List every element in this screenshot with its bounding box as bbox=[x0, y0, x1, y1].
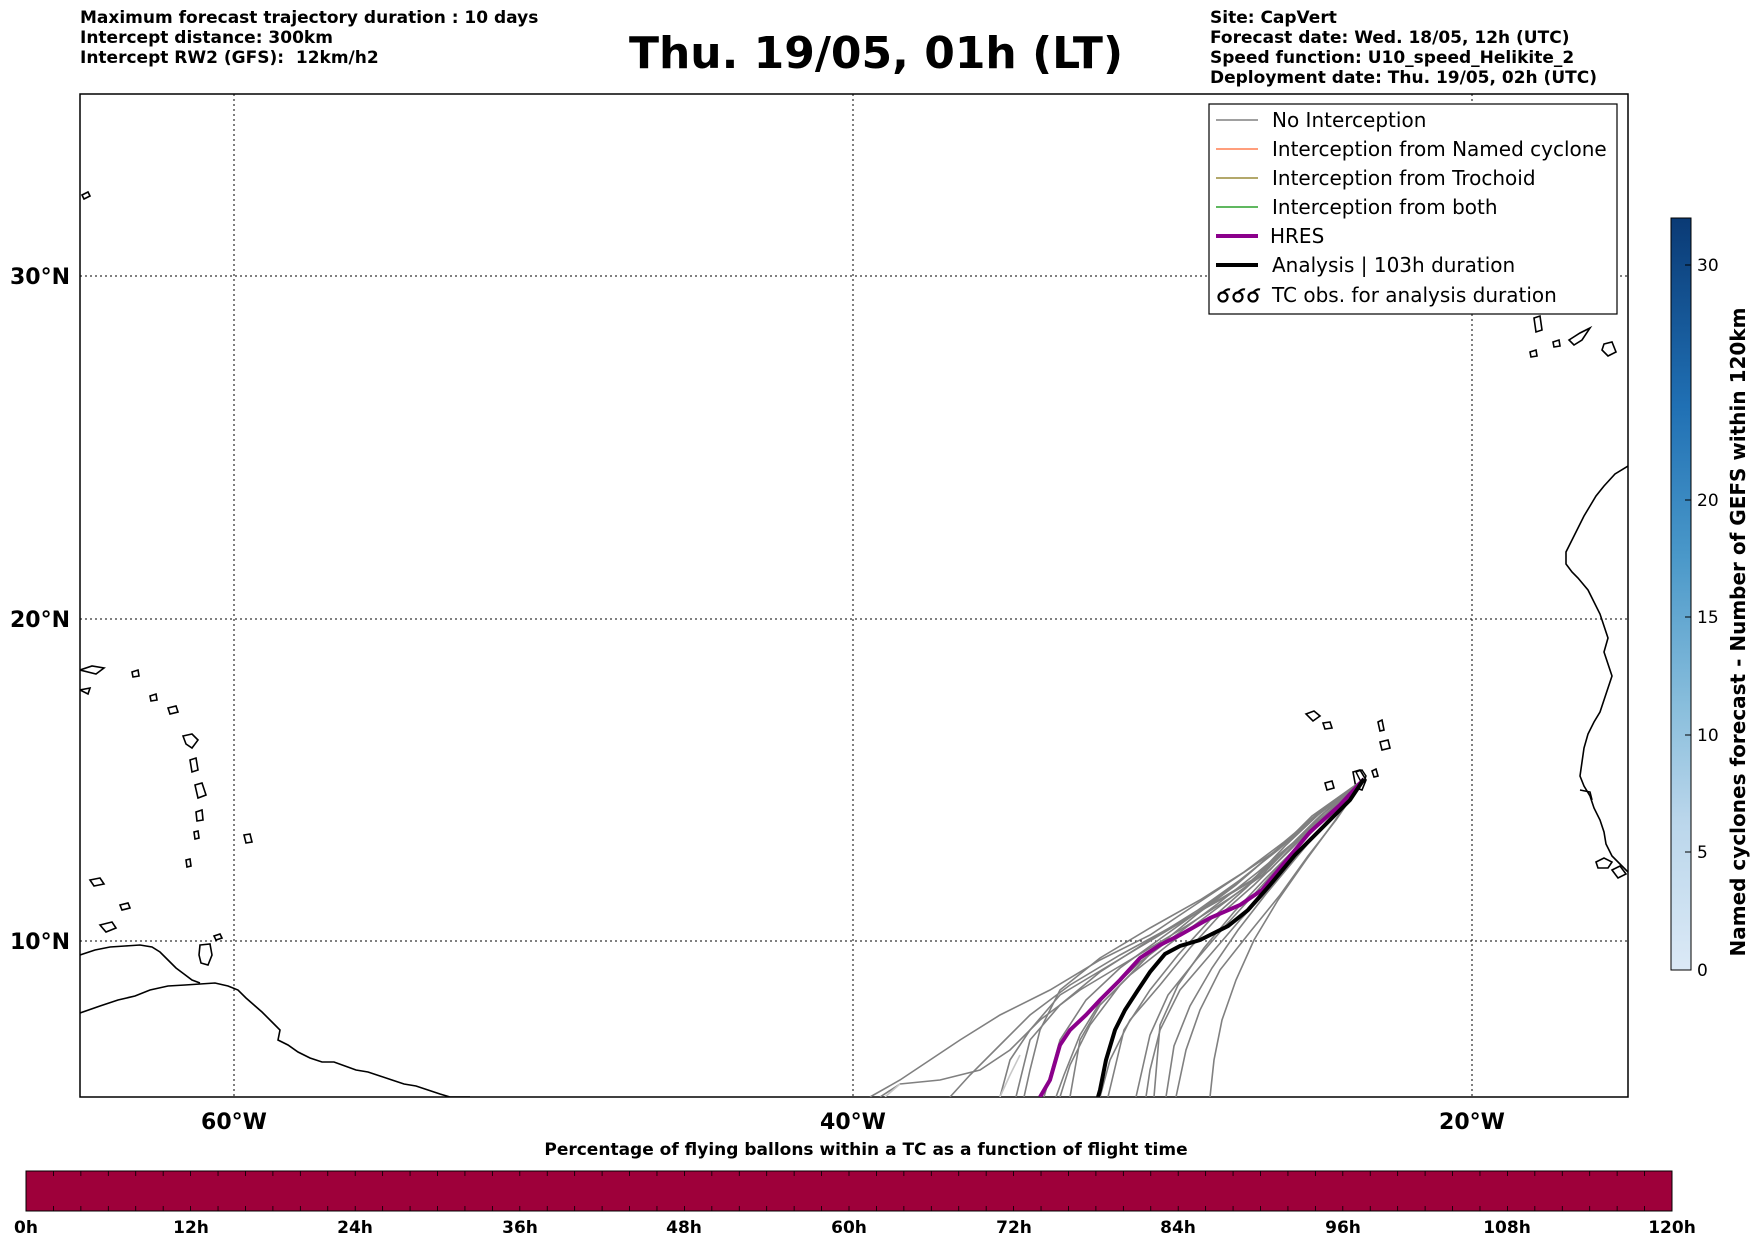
antigua bbox=[166, 705, 180, 715]
martinique bbox=[194, 782, 208, 800]
abc-islands bbox=[88, 877, 106, 887]
flight-time-bar-title: Percentage of flying ballons within a TC… bbox=[544, 1140, 1187, 1160]
hres-trajectory bbox=[1038, 777, 1366, 1097]
flight-time-bar-minor-ticks bbox=[53, 1171, 1645, 1211]
africa-coast bbox=[1565, 465, 1628, 873]
colorbar-tick-15: 15 bbox=[1697, 608, 1719, 628]
bermuda bbox=[80, 190, 92, 201]
legend-label-named-cyclone: Interception from Named cyclone bbox=[1272, 137, 1607, 161]
analysis-trajectory bbox=[1096, 777, 1366, 1097]
flight-time-tick-72h: 72h bbox=[996, 1218, 1032, 1238]
map-title: Thu. 19/05, 01h (LT) bbox=[628, 28, 1124, 79]
header-right-line-2: Forecast date: Wed. 18/05, 12h (UTC) bbox=[1210, 28, 1570, 48]
cape-verde-santo-antao bbox=[1304, 710, 1322, 723]
flight-time-tick-96h: 96h bbox=[1325, 1218, 1361, 1238]
lon-label-60w: 60°W bbox=[201, 1110, 267, 1135]
colorbar-tick-30: 30 bbox=[1697, 256, 1719, 276]
flight-time-tick-48h: 48h bbox=[666, 1218, 702, 1238]
legend-label-hres: HRES bbox=[1270, 224, 1324, 248]
canary-gran-canaria bbox=[1601, 341, 1618, 357]
legend-label-tc-obs: TC obs. for analysis duration bbox=[1271, 283, 1557, 307]
colorbar-tick-20: 20 bbox=[1697, 491, 1719, 511]
flight-time-tick-0h: 0h bbox=[14, 1218, 38, 1238]
flight-time-bar-fill bbox=[25, 1170, 1673, 1212]
canary-la-palma bbox=[1533, 314, 1543, 334]
canary-hierro bbox=[1529, 348, 1538, 358]
cape-verde-boa-vista bbox=[1379, 739, 1391, 751]
guadeloupe bbox=[181, 733, 200, 750]
header-left-line-3: Intercept RW2 (GFS): 12km/h2 bbox=[80, 48, 379, 68]
st-lucia bbox=[195, 808, 204, 822]
legend-label-analysis: Analysis | 103h duration bbox=[1272, 253, 1515, 277]
paria-coast bbox=[80, 944, 201, 984]
ensemble-trajectory-tails bbox=[884, 1054, 1021, 1097]
lon-label-20w: 20°W bbox=[1439, 1110, 1505, 1135]
legend: No Interception Interception from Named … bbox=[1208, 103, 1618, 315]
header-right-line-4: Deployment date: Thu. 19/05, 02h (UTC) bbox=[1210, 68, 1597, 88]
tc-obs-icon bbox=[1217, 288, 1261, 303]
colorbar-tick-10: 10 bbox=[1697, 726, 1719, 746]
st-vincent bbox=[193, 830, 200, 840]
flight-time-tick-84h: 84h bbox=[1160, 1218, 1196, 1238]
header-left-line-2: Intercept distance: 300km bbox=[80, 28, 333, 48]
cape-verde-sal bbox=[1377, 718, 1385, 732]
puerto-rico-tip bbox=[80, 686, 92, 696]
flight-time-tick-24h: 24h bbox=[337, 1218, 373, 1238]
colorbar: 0 5 10 15 20 30 Named cyclones forecast … bbox=[1670, 217, 1750, 981]
coastlines bbox=[80, 190, 1628, 1097]
st-kitts bbox=[149, 692, 158, 702]
flight-time-tick-108h: 108h bbox=[1483, 1218, 1531, 1238]
anguilla bbox=[131, 668, 140, 678]
legend-box bbox=[1208, 103, 1618, 315]
aruba bbox=[118, 902, 132, 911]
colorbar-gradient bbox=[1670, 217, 1692, 971]
header-right-line-1: Site: CapVert bbox=[1210, 8, 1337, 28]
dominica bbox=[189, 756, 199, 774]
flight-time-tick-60h: 60h bbox=[831, 1218, 867, 1238]
lat-label-10n: 10°N bbox=[10, 930, 70, 955]
cape-verde-fogo bbox=[1324, 780, 1335, 791]
cape-verde-sao-vicente bbox=[1321, 721, 1334, 730]
margarita-island bbox=[98, 921, 118, 933]
flight-time-tick-12h: 12h bbox=[173, 1218, 209, 1238]
legend-label-no-interception: No Interception bbox=[1272, 108, 1426, 132]
legend-label-both: Interception from both bbox=[1272, 195, 1498, 219]
trinidad-island bbox=[198, 943, 213, 966]
canary-tenerife bbox=[1567, 325, 1593, 347]
header-right-line-3: Speed function: U10_speed_Helikite_2 bbox=[1210, 48, 1575, 68]
header-left-line-1: Maximum forecast trajectory duration : 1… bbox=[80, 8, 539, 28]
lon-label-40w: 40°W bbox=[820, 1110, 886, 1135]
colorbar-tick-5: 5 bbox=[1697, 843, 1708, 863]
tobago-island bbox=[212, 933, 224, 941]
virgin-islands bbox=[80, 665, 106, 675]
flight-time-tick-120h: 120h bbox=[1648, 1218, 1696, 1238]
lat-label-20n: 20°N bbox=[10, 608, 70, 633]
south-america-coast bbox=[80, 982, 470, 1097]
bissagos bbox=[1595, 857, 1614, 869]
grenada bbox=[185, 858, 192, 868]
flight-time-bar: Percentage of flying ballons within a TC… bbox=[14, 1140, 1696, 1238]
launch-site-marker bbox=[1355, 769, 1367, 783]
canary-gomera bbox=[1552, 338, 1561, 348]
cape-verde-maio bbox=[1371, 767, 1379, 778]
colorbar-ticks bbox=[1685, 264, 1691, 971]
lat-label-30n: 30°N bbox=[10, 265, 70, 290]
flight-time-tick-36h: 36h bbox=[502, 1218, 538, 1238]
legend-label-trochoid: Interception from Trochoid bbox=[1272, 166, 1536, 190]
colorbar-label: Named cyclones forecast - Number of GEFS… bbox=[1726, 308, 1750, 957]
bissagos-2 bbox=[1610, 864, 1628, 880]
colorbar-tick-0: 0 bbox=[1697, 961, 1708, 981]
africa-inlet bbox=[1579, 789, 1593, 801]
barbados bbox=[243, 833, 253, 844]
